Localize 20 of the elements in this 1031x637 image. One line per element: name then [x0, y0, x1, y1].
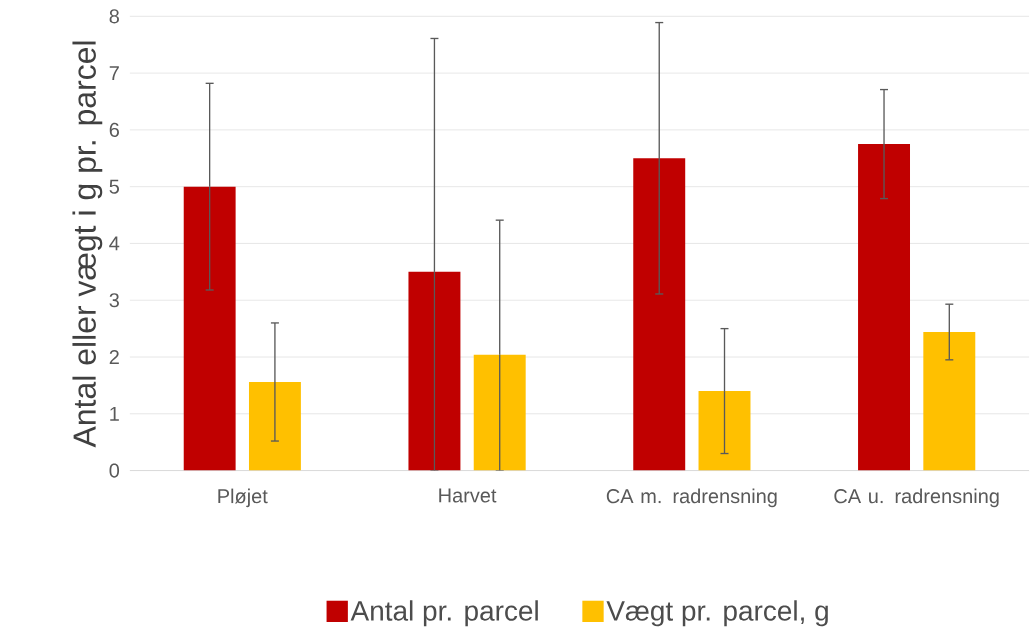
bar — [183, 186, 236, 471]
x-tick-label: CA m. radrensning — [606, 488, 777, 507]
bar — [923, 331, 976, 471]
y-tick-label: 2 — [109, 349, 119, 364]
y-axis-title: Antal eller vægt i g pr. parcel — [72, 41, 103, 448]
y-tick-label: 4 — [109, 236, 120, 251]
y-tick-label: 5 — [109, 179, 120, 194]
x-tick-label: CA u. radrensning — [834, 488, 999, 507]
bar — [633, 158, 686, 471]
y-tick-label: 1 — [110, 406, 119, 421]
x-tick-label: Pløjet — [218, 488, 268, 507]
y-tick-label: 3 — [109, 292, 119, 308]
y-tick-label: 7 — [109, 66, 119, 80]
legend-label: Antal pr. parcel — [350, 600, 538, 627]
bar — [858, 143, 911, 471]
y-tick-label: 8 — [109, 9, 119, 24]
x-tick-label: Harvet — [439, 488, 497, 503]
y-tick-label: 6 — [109, 122, 119, 137]
y-tick-label: 0 — [109, 463, 120, 478]
legend-label: Vægt pr. parcel, g — [606, 600, 828, 627]
